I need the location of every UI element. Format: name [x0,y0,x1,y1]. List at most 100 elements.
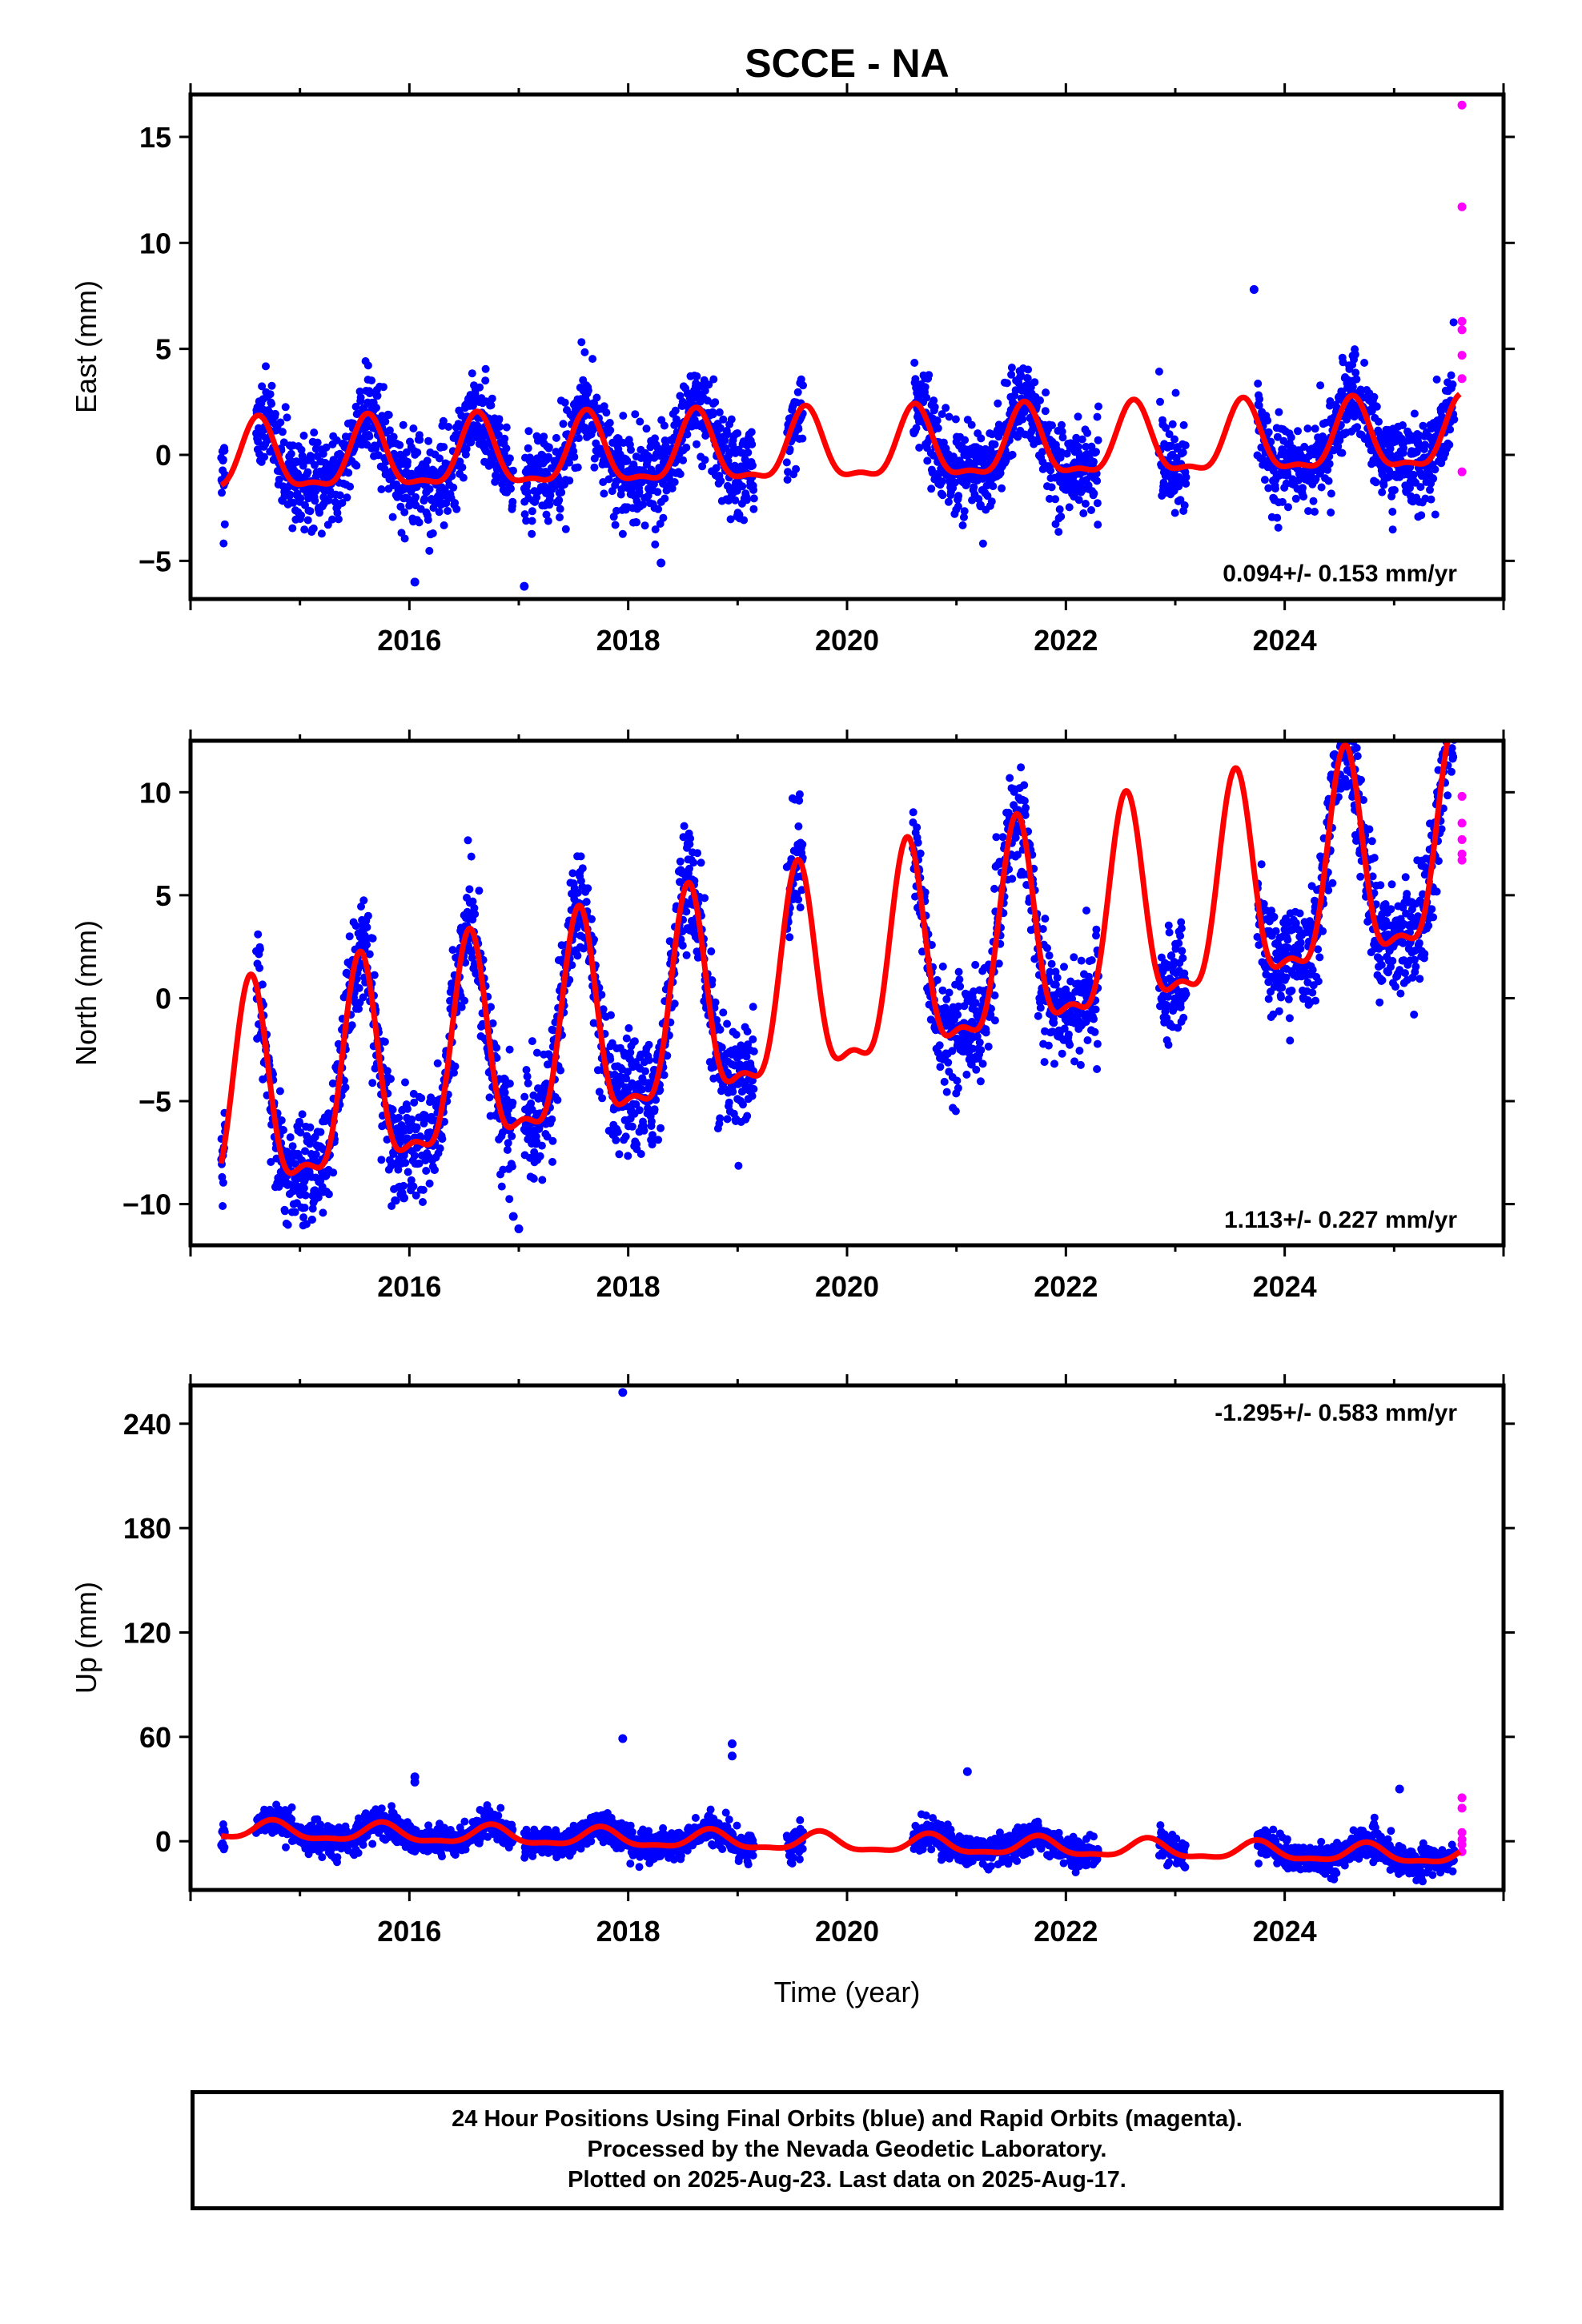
final-orbit-point [707,947,716,955]
final-orbit-point [1271,927,1280,935]
final-orbit-point [311,497,319,505]
final-orbit-point [933,975,942,984]
final-orbit-point [543,1132,552,1141]
final-orbit-point [590,935,598,944]
final-orbit-point [971,960,980,969]
final-orbit-point [639,501,647,509]
final-orbit-point [1294,427,1302,436]
final-orbit-point [299,1184,308,1192]
final-orbit-point [471,910,480,919]
final-orbit-point [333,509,342,517]
final-orbit-point [944,497,953,506]
final-orbit-point [442,499,451,508]
final-orbit-point [548,1157,556,1166]
final-orbit-point [557,488,566,497]
final-orbit-point [424,436,433,445]
final-orbit-point [951,415,960,424]
final-orbit-point [743,1112,752,1120]
final-orbit-point [576,877,585,885]
final-orbit-point [475,887,484,895]
final-orbit-point [938,986,947,995]
final-orbit-point [1034,1011,1042,1020]
final-orbit-point [528,1037,536,1046]
final-orbit-point [288,524,297,533]
final-orbit-point [1094,436,1102,444]
final-orbit-point [1093,1065,1102,1073]
final-orbit-point [1068,995,1077,1003]
final-orbit-point [576,852,585,861]
final-orbit-point [708,976,717,984]
final-orbit-point [627,445,635,454]
final-orbit-point [573,951,582,960]
final-orbit-point [740,516,749,525]
final-orbit-point [1090,457,1098,466]
final-orbit-point [1177,918,1186,927]
final-orbit-point [522,1066,531,1074]
final-orbit-point [927,485,936,493]
final-orbit-point [1351,350,1359,359]
rapid-orbit-point [1457,374,1467,384]
final-orbit-point [719,415,728,424]
final-orbit-point [464,836,472,845]
final-orbit-point [1446,425,1455,434]
final-orbit-point [693,849,702,858]
final-orbit-point [944,1058,953,1067]
final-orbit-point [296,494,305,503]
final-orbit-point [990,884,999,893]
final-orbit-point [795,790,804,798]
final-orbit-point [436,454,444,463]
final-orbit-point [300,1204,309,1212]
final-orbit-point [271,409,279,418]
final-orbit-point [588,915,596,923]
y-axis-label: East (mm) [70,280,102,413]
final-orbit-point [1060,1024,1069,1033]
final-orbit-point [380,1037,389,1046]
final-orbit-point [404,1104,412,1113]
final-orbit-point [1168,420,1177,428]
final-orbit-point [383,1136,391,1144]
final-orbit-point [1048,421,1056,430]
final-orbit-point [748,1092,757,1100]
final-orbit-point [1006,774,1014,782]
final-orbit-point [1431,510,1439,519]
final-orbit-point [425,1179,434,1188]
final-orbit-point [313,438,322,447]
final-orbit-points [217,285,1459,591]
final-orbit-point [986,1011,995,1019]
final-orbit-point [725,1098,733,1107]
final-orbit-point [444,423,453,431]
final-orbit-point [1275,1007,1283,1015]
final-orbit-point [420,494,429,503]
final-orbit-point [220,446,229,455]
final-orbit-point [1182,472,1191,481]
final-orbit-point [954,502,962,511]
final-orbit-point [412,1123,421,1132]
final-orbit-point [335,491,344,500]
final-orbit-point [276,418,285,427]
final-orbit-point [297,511,306,520]
final-orbit-point [1156,1002,1164,1011]
final-orbit-point [1271,485,1279,493]
final-orbit-point [1092,448,1100,456]
final-orbit-point [701,456,709,464]
final-orbit-point [542,510,551,519]
final-orbit-point [1431,465,1439,474]
final-orbit-point [600,402,608,411]
final-orbit-point [356,393,365,402]
final-orbit-point [600,489,608,498]
final-orbit-point [1017,763,1026,772]
final-orbit-point [395,1113,404,1122]
final-orbit-point [389,432,398,441]
final-orbit-point [990,440,999,448]
final-orbit-point [281,403,290,412]
final-orbit-point [219,1202,227,1210]
final-orbit-point [379,383,387,392]
final-orbit-point [1170,509,1179,517]
final-orbit-point [651,525,660,534]
final-orbit-point [938,962,947,971]
final-orbit-point [647,1117,656,1126]
final-orbit-point [709,375,718,384]
final-orbit-point [1264,428,1273,436]
final-orbit-point [451,499,460,507]
final-orbit-point [1410,409,1419,418]
